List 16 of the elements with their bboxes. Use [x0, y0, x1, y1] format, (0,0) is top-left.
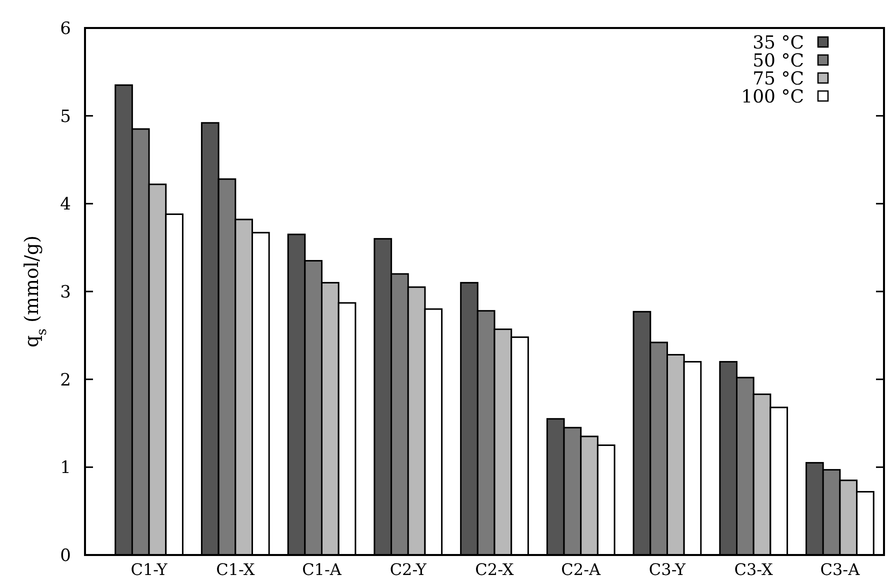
y-tick-label: 6 — [60, 18, 71, 39]
y-tick-label: 0 — [60, 546, 71, 566]
x-tick-label: C3-X — [734, 560, 774, 579]
x-tick-label: C1-X — [216, 560, 256, 579]
y-tick-label: 1 — [60, 458, 71, 478]
x-tick-label: C1-Y — [130, 560, 168, 579]
x-tick-label: C2-X — [475, 560, 514, 579]
x-tick-label: C3-Y — [648, 560, 686, 579]
x-tick-label: C2-A — [561, 560, 601, 579]
x-tick-label: C3-A — [820, 560, 860, 579]
y-tick-label: 4 — [60, 194, 71, 215]
y-tick-label: 5 — [60, 106, 71, 127]
y-tick-label: 3 — [60, 282, 71, 302]
x-tick-label: C2-Y — [390, 560, 427, 579]
x-tick-label: C1-A — [302, 560, 342, 579]
y-tick-label: 2 — [60, 370, 71, 390]
